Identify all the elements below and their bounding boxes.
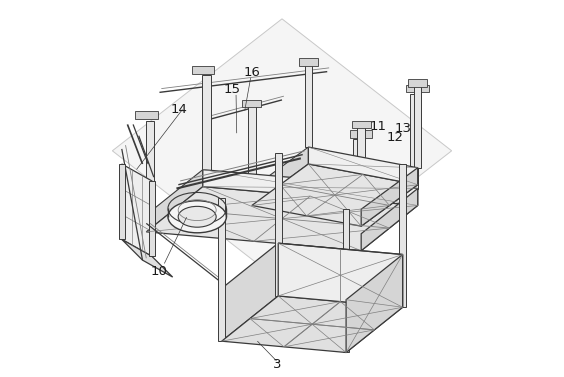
Polygon shape <box>361 188 418 251</box>
Polygon shape <box>353 139 362 234</box>
Polygon shape <box>278 243 403 307</box>
Polygon shape <box>361 168 418 226</box>
Ellipse shape <box>178 206 216 227</box>
Text: 13: 13 <box>394 122 411 135</box>
Polygon shape <box>218 198 225 341</box>
Polygon shape <box>410 94 418 188</box>
Polygon shape <box>275 153 281 296</box>
Polygon shape <box>407 85 429 92</box>
Polygon shape <box>146 170 203 232</box>
Text: 16: 16 <box>244 66 260 79</box>
Polygon shape <box>350 130 372 138</box>
Polygon shape <box>122 164 152 256</box>
Polygon shape <box>352 121 371 128</box>
Text: 11: 11 <box>369 120 387 133</box>
Text: 12: 12 <box>386 131 404 144</box>
Polygon shape <box>399 164 406 307</box>
Polygon shape <box>149 181 155 256</box>
Polygon shape <box>252 147 309 205</box>
Text: 10: 10 <box>151 265 168 278</box>
Polygon shape <box>299 58 318 66</box>
Polygon shape <box>192 66 214 74</box>
Polygon shape <box>243 100 261 107</box>
Polygon shape <box>346 254 403 352</box>
Polygon shape <box>414 81 421 168</box>
Polygon shape <box>248 102 255 188</box>
Polygon shape <box>252 164 418 226</box>
Polygon shape <box>222 243 278 341</box>
Polygon shape <box>343 209 350 352</box>
Polygon shape <box>135 111 157 119</box>
Text: 15: 15 <box>224 83 241 96</box>
Ellipse shape <box>168 201 226 233</box>
Text: 3: 3 <box>273 359 282 371</box>
Polygon shape <box>408 79 427 87</box>
Polygon shape <box>146 121 154 215</box>
Polygon shape <box>222 296 403 352</box>
Polygon shape <box>146 187 418 251</box>
Polygon shape <box>358 123 365 209</box>
Text: 14: 14 <box>171 103 188 116</box>
Polygon shape <box>202 75 211 170</box>
Polygon shape <box>122 239 173 277</box>
Polygon shape <box>305 60 312 147</box>
Polygon shape <box>203 170 418 205</box>
Polygon shape <box>119 164 125 239</box>
Polygon shape <box>309 147 418 185</box>
Polygon shape <box>112 19 452 283</box>
